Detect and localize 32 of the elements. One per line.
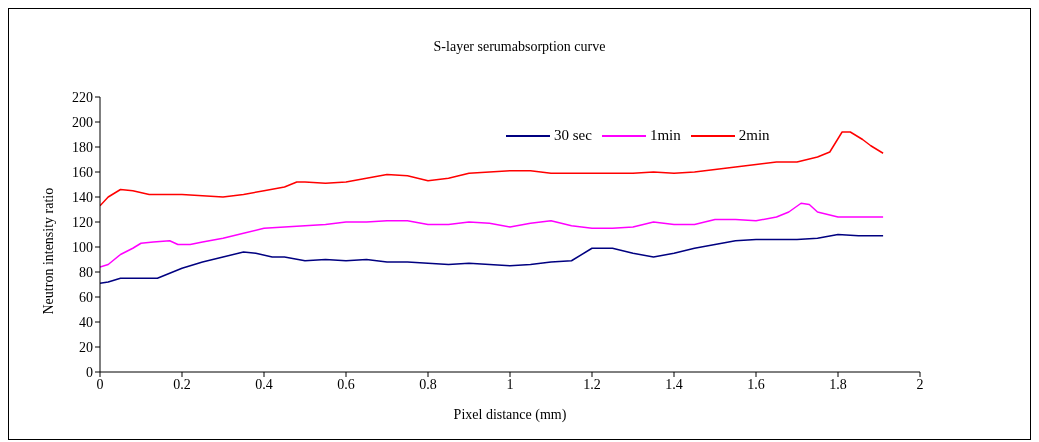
legend-label: 1min [649, 127, 681, 144]
x-tick-label: 1 [506, 376, 514, 392]
x-tick-label: 0.2 [173, 376, 191, 392]
x-tick-label: 0.6 [337, 376, 355, 392]
y-tick-label: 0 [86, 364, 93, 380]
line-series [100, 131, 884, 207]
y-tick-label: 140 [72, 189, 93, 205]
x-tick-label: 0.8 [419, 376, 437, 392]
y-tick-label: 100 [72, 239, 93, 255]
y-axis-title: Neutron intensity ratio [40, 187, 56, 315]
y-tick-label: 180 [72, 139, 93, 155]
legend-label: 30 sec [554, 127, 592, 144]
line-series [100, 202, 884, 268]
x-axis-title: Pixel distance (mm) [453, 407, 567, 423]
y-tick-label: 80 [79, 264, 93, 280]
y-tick-label: 200 [72, 114, 93, 130]
x-tick-label: 1.6 [747, 376, 765, 392]
y-tick-label: 60 [79, 289, 93, 305]
y-tick-label: 40 [79, 314, 93, 330]
y-tick-label: 20 [79, 339, 93, 355]
x-tick-label: 0 [96, 376, 104, 392]
x-tick-label: 1.2 [583, 376, 601, 392]
x-tick-label: 2 [916, 376, 924, 392]
y-tick-label: 160 [72, 164, 93, 180]
line-series [100, 233, 884, 284]
y-tick-label: 120 [72, 214, 93, 230]
x-tick-label: 1.4 [665, 376, 683, 392]
x-tick-label: 0.4 [255, 376, 273, 392]
chart-title: S-layer serumabsorption curve [432, 39, 607, 55]
legend-label: 2min [738, 127, 770, 144]
y-tick-label: 220 [72, 89, 93, 105]
x-tick-label: 1.8 [829, 376, 847, 392]
